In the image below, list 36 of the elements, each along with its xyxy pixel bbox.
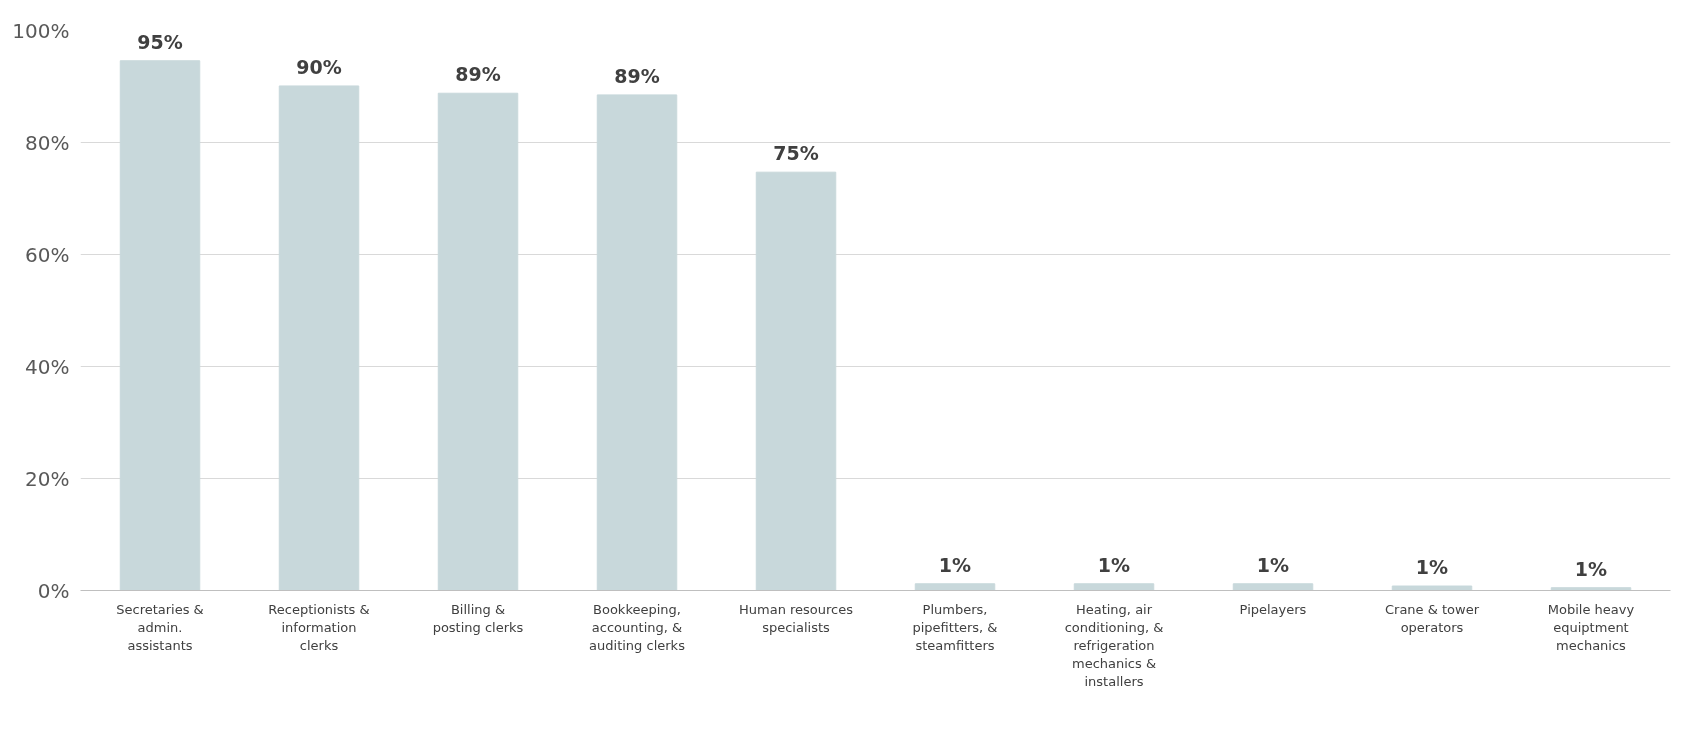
- x-tick-label: Billing & posting clerks: [432, 601, 524, 635]
- bar: [1550, 587, 1632, 591]
- bar: [914, 583, 996, 591]
- x-tick-label: Secretaries & admin. assistants: [116, 601, 204, 653]
- data-label: 1%: [1097, 553, 1131, 576]
- x-tick-label: Plumbers, pipefitters, & steamfitters: [912, 601, 998, 653]
- bar: [1391, 585, 1473, 591]
- bar: [596, 94, 678, 591]
- x-tick-label: Receptionists & information clerks: [268, 601, 370, 653]
- data-label: 89%: [614, 64, 660, 87]
- bar: [1073, 583, 1155, 591]
- x-tick-label: Crane & tower operators: [1384, 601, 1480, 635]
- y-tick-label: 20%: [25, 466, 70, 491]
- data-label: 75%: [773, 142, 819, 165]
- data-label: 95%: [137, 30, 183, 53]
- y-tick-label: 40%: [25, 354, 70, 379]
- x-tick-label: Pipelayers: [1239, 601, 1307, 617]
- data-label: 1%: [938, 553, 972, 576]
- y-tick-label: 80%: [25, 130, 70, 155]
- x-tick-label: Bookkeeping, accounting, & auditing clerks: [589, 601, 686, 653]
- y-tick-label: 100%: [12, 18, 70, 43]
- y-tick-label: 0%: [37, 578, 70, 603]
- x-tick-label: Heating, air conditioning, & refrigeration mechanics & installers: [1064, 601, 1164, 689]
- bar: [755, 171, 837, 591]
- data-label: 1%: [1256, 553, 1290, 576]
- x-tick-label: Human resources specialists: [738, 601, 854, 635]
- bar: [1232, 583, 1314, 591]
- bar: [278, 85, 360, 591]
- data-label: 89%: [455, 63, 501, 86]
- data-label: 1%: [1415, 556, 1449, 579]
- bar: [437, 92, 519, 591]
- bar: [119, 60, 201, 591]
- y-tick-label: 60%: [25, 242, 70, 267]
- x-tick-label: Mobile heavy equiptment mechanics: [1547, 601, 1635, 653]
- data-label: 1%: [1574, 557, 1608, 580]
- data-label: 90%: [296, 55, 342, 78]
